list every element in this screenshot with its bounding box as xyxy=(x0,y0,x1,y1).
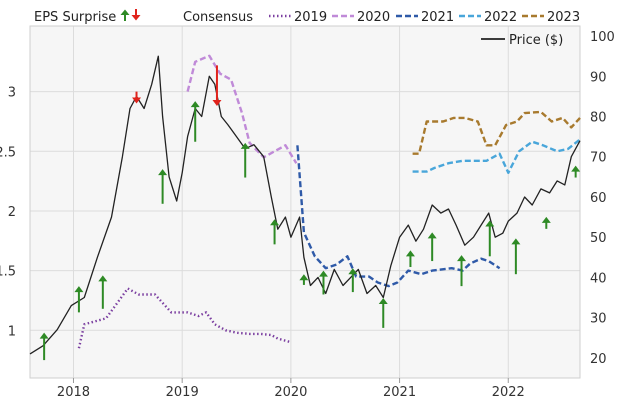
y-right-tick-label: 70 xyxy=(590,151,607,166)
price-line xyxy=(29,55,581,355)
eps-surprise-up-arrow xyxy=(457,255,467,287)
eps-surprise-up-arrow xyxy=(427,232,437,262)
eps-surprise-up-arrow xyxy=(270,219,280,245)
consensus-2021-line xyxy=(296,145,501,288)
legend-label: 2022 xyxy=(484,10,517,25)
eps-surprise-up-arrow xyxy=(318,270,328,295)
y-left-tick-label: 1.5 xyxy=(0,265,16,280)
consensus-2020-line xyxy=(186,54,298,164)
consensus-2019-line xyxy=(77,287,292,349)
x-tick-label: 2021 xyxy=(383,385,416,400)
legend-label: 2021 xyxy=(421,10,454,25)
eps-surprise-up-arrow xyxy=(240,142,250,178)
y-right-tick-label: 80 xyxy=(590,111,607,126)
axis-labels: 1 1.5 2 2.5 3 20 30 40 50 60 70 80 90 100 2018 2019 2020… xyxy=(0,30,615,400)
legend-label: 2020 xyxy=(357,10,390,25)
legend-consensus-entries: 2019 2020 2021 2022 2023 xyxy=(269,10,580,25)
y-right-tick-label: 50 xyxy=(590,231,607,246)
eps-surprise-up-arrow xyxy=(299,274,309,285)
grid-lines xyxy=(30,26,580,378)
price-series-group xyxy=(29,55,581,355)
eps-surprise-up-arrow xyxy=(378,298,388,328)
eps-surprise-up-arrow xyxy=(348,268,358,293)
eps-surprise-up-arrow xyxy=(98,275,108,309)
eps-surprise-up-arrow xyxy=(485,220,495,257)
x-tick-label: 2019 xyxy=(166,385,199,400)
eps-surprise-down-arrow xyxy=(212,65,222,106)
legend-item-2021: 2021 xyxy=(396,10,454,25)
legend: EPS Surprise Consensus 2019 2020 2021 2022 2… xyxy=(34,9,580,48)
consensus-2022-line xyxy=(412,138,581,174)
eps-surprise-up-arrow xyxy=(158,169,168,204)
eps-surprise-up-arrow xyxy=(39,332,49,361)
consensus-label: Consensus xyxy=(183,10,253,25)
legend-item-2019: 2019 xyxy=(269,10,327,25)
y-left-tick-label: 3 xyxy=(8,86,16,101)
y-right-tick-label: 90 xyxy=(590,70,607,85)
consensus-2023-line xyxy=(412,110,581,155)
plot-border xyxy=(29,25,581,379)
y-right-tick-label: 40 xyxy=(590,271,607,286)
eps-surprise-label: EPS Surprise xyxy=(34,10,116,25)
legend-item-2022: 2022 xyxy=(459,10,517,25)
eps-surprise-up-arrow xyxy=(571,165,581,178)
x-tick-label: 2020 xyxy=(274,385,307,400)
y-right-tick-label: 100 xyxy=(590,30,615,45)
eps-surprise-up-arrow xyxy=(190,101,200,142)
eps-surprise-arrows xyxy=(39,65,581,361)
legend-up-arrow-icon xyxy=(120,9,130,21)
eps-surprise-up-arrow xyxy=(511,238,521,275)
eps-surprise-up-arrow xyxy=(74,286,84,313)
legend-label: 2023 xyxy=(547,10,580,25)
eps-surprise-up-arrow xyxy=(541,216,551,229)
y-left-tick-label: 2.5 xyxy=(0,145,16,160)
legend-item-2023: 2023 xyxy=(522,10,580,25)
y-right-tick-label: 20 xyxy=(590,352,607,367)
x-tick-label: 2022 xyxy=(492,385,525,400)
consensus-series-group xyxy=(77,54,581,349)
y-left-tick-label: 2 xyxy=(8,205,16,220)
eps-surprise-up-arrow xyxy=(405,250,415,268)
y-left-tick-label: 1 xyxy=(8,324,16,339)
x-tick-label: 2018 xyxy=(57,385,90,400)
y-right-tick-label: 60 xyxy=(590,191,607,206)
y-right-tick-label: 30 xyxy=(590,312,607,327)
legend-down-arrow-icon xyxy=(131,9,141,21)
legend-item-2020: 2020 xyxy=(332,10,390,25)
legend-label: 2019 xyxy=(294,10,327,25)
legend-price-label: Price ($) xyxy=(509,33,563,48)
eps-surprise-down-arrow xyxy=(132,91,142,104)
plot-background xyxy=(30,26,580,378)
